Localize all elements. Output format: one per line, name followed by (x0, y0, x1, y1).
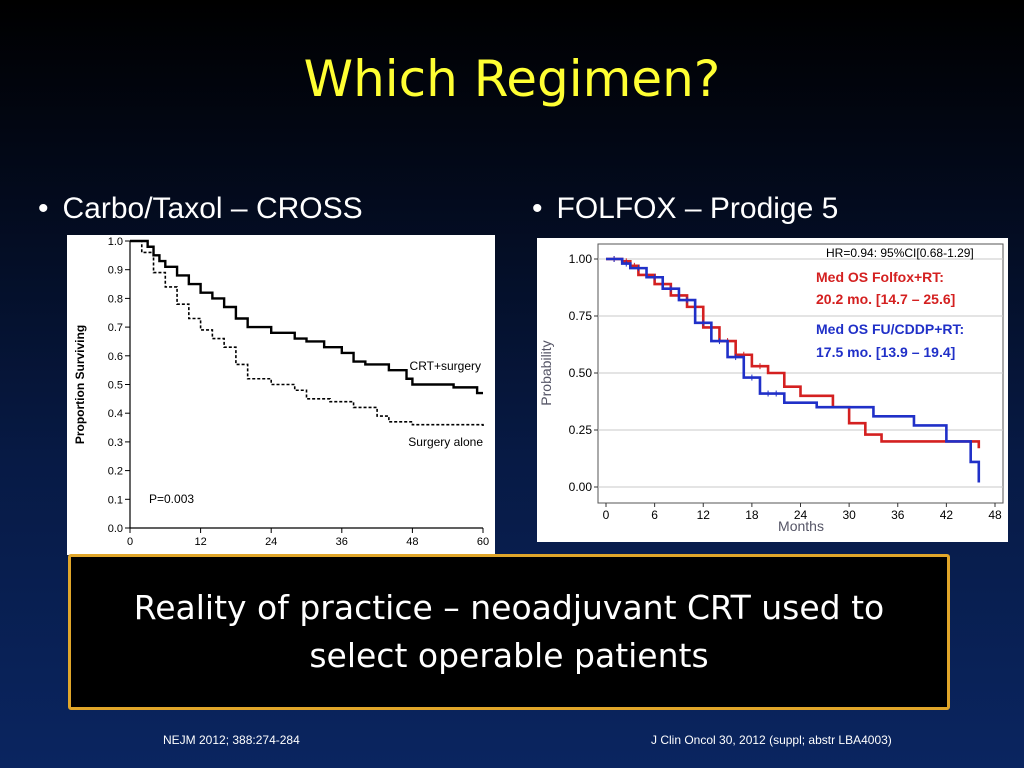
x-tick-label: 12 (194, 536, 206, 548)
bullet-prodige-text: FOLFOX – Prodige 5 (556, 192, 839, 225)
y-axis-label: Proportion Surviving (73, 325, 87, 444)
callout-text: Reality of practice – neoadjuvant CRT us… (133, 588, 885, 675)
crt-surgery-label: CRT+surgery (410, 359, 481, 373)
x-tick-label: 24 (794, 508, 808, 522)
y-tick-label: 0.2 (108, 466, 123, 478)
slide-title: Which Regimen? (303, 50, 721, 108)
cross-survival-chart: 0.0 0.1 0.2 0.3 0.4 0.5 0.6 0.7 0.8 0.9 1.0 0 12 24 36… (67, 235, 495, 555)
x-tick-label: 6 (651, 508, 658, 522)
y-tick-label: 0.3 (108, 437, 123, 449)
y-tick-label: 0.75 (569, 309, 593, 323)
x-tick-label: 36 (336, 536, 348, 548)
y-tick-label: 1.00 (569, 252, 593, 266)
fu-cddp-curve (606, 257, 981, 483)
y-tick-label: 0.00 (569, 480, 593, 494)
x-tick-label: 12 (697, 508, 711, 522)
x-tick-label: 48 (988, 508, 1002, 522)
y-tick-label: 0.50 (569, 366, 593, 380)
surgery-alone-label: Surgery alone (408, 435, 483, 449)
folfox-median-value: 20.2 mo. [14.7 – 25.6] (816, 291, 955, 307)
x-tick-label: 42 (940, 508, 954, 522)
fu-cddp-median-label: Med OS FU/CDDP+RT: (816, 321, 964, 337)
x-tick-label: 0 (127, 536, 133, 548)
y-tick-label: 0.1 (108, 494, 123, 506)
folfox-median-label: Med OS Folfox+RT: (816, 269, 944, 285)
y-tick-label: 0.5 (108, 380, 123, 392)
cross-chart-svg: 0.0 0.1 0.2 0.3 0.4 0.5 0.6 0.7 0.8 0.9 1.0 0 12 24 36… (73, 236, 489, 548)
y-tick-label: 0.7 (108, 322, 123, 334)
prodige-chart-svg: 0.00 0.25 0.50 0.75 1.00 0 6 12 18 24 30 36 42 48 Mont… (538, 243, 1004, 534)
y-tick-label: 0.25 (569, 423, 593, 437)
surgery-alone-curve (130, 240, 484, 428)
hr-label: HR=0.94: 95%CI[0.68-1.29] (826, 246, 974, 260)
x-tick-label: 18 (745, 508, 759, 522)
x-axis-label: Months (778, 518, 824, 534)
bullet-dot: • (532, 192, 543, 225)
prodige-survival-chart: 0.00 0.25 0.50 0.75 1.00 0 6 12 18 24 30 36 42 48 Mont… (537, 238, 1008, 542)
x-tick-label: 0 (603, 508, 610, 522)
y-tick-label: 0.6 (108, 351, 123, 363)
y-axis-label: Probability (538, 340, 554, 405)
p-value-label: P=0.003 (149, 492, 194, 506)
bullet-cross: • Carbo/Taxol – CROSS (38, 192, 363, 226)
x-tick-label: 48 (406, 536, 418, 548)
bullet-dot: • (38, 192, 49, 225)
callout-box: Reality of practice – neoadjuvant CRT us… (68, 554, 950, 710)
x-tick-label: 30 (842, 508, 856, 522)
reference-left: NEJM 2012; 388:274-284 (163, 733, 300, 747)
bullet-prodige: • FOLFOX – Prodige 5 (532, 192, 838, 226)
y-tick-label: 0.9 (108, 265, 123, 277)
bullet-cross-text: Carbo/Taxol – CROSS (62, 192, 363, 225)
y-tick-label: 0.4 (108, 408, 123, 420)
crt-surgery-curve (130, 239, 483, 395)
x-tick-label: 60 (477, 536, 489, 548)
x-tick-label: 36 (891, 508, 905, 522)
x-tick-label: 24 (265, 536, 277, 548)
y-tick-label: 0.8 (108, 293, 123, 305)
y-tick-label: 0.0 (108, 523, 123, 535)
fu-cddp-median-value: 17.5 mo. [13.9 – 19.4] (816, 344, 955, 360)
reference-right: J Clin Oncol 30, 2012 (suppl; abstr LBA4… (651, 733, 892, 747)
y-tick-label: 1.0 (108, 236, 123, 248)
